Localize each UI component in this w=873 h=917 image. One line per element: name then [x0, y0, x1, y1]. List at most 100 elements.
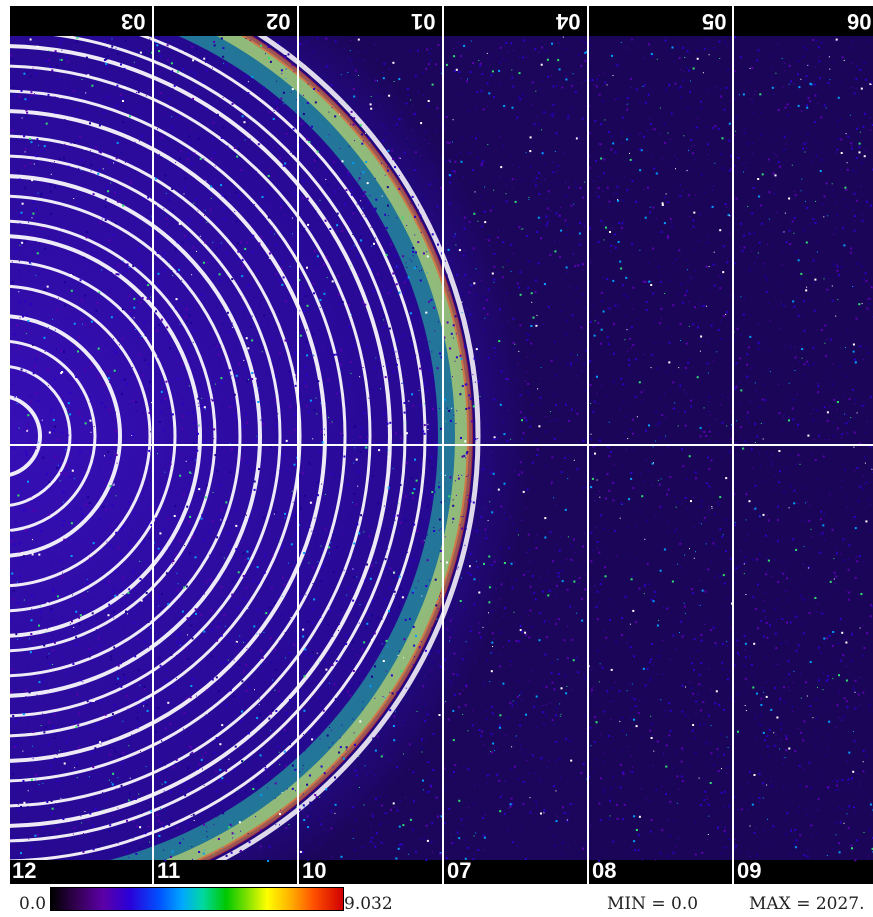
- noise-pixel: [716, 87, 718, 89]
- noise-pixel: [419, 338, 421, 340]
- noise-pixel: [400, 336, 402, 338]
- noise-pixel: [309, 399, 312, 402]
- noise-pixel: [490, 751, 492, 753]
- noise-pixel: [57, 595, 59, 598]
- noise-pixel: [313, 598, 316, 601]
- noise-pixel: [654, 320, 656, 322]
- noise-pixel: [426, 48, 429, 51]
- noise-pixel: [672, 407, 674, 409]
- noise-pixel: [818, 142, 820, 144]
- noise-pixel: [38, 681, 41, 684]
- noise-pixel: [98, 292, 100, 294]
- noise-pixel: [584, 307, 586, 308]
- noise-pixel: [483, 296, 486, 299]
- noise-pixel: [665, 193, 667, 195]
- noise-pixel: [827, 680, 829, 682]
- noise-pixel: [176, 317, 178, 318]
- noise-pixel: [170, 126, 173, 129]
- noise-pixel: [353, 235, 355, 237]
- noise-pixel: [752, 676, 754, 678]
- noise-pixel: [784, 212, 786, 214]
- noise-pixel: [577, 354, 578, 356]
- noise-pixel: [193, 728, 195, 729]
- noise-pixel: [33, 597, 35, 599]
- noise-pixel: [573, 580, 576, 583]
- noise-pixel: [271, 709, 274, 712]
- noise-pixel: [128, 267, 130, 268]
- noise-pixel: [574, 265, 577, 268]
- noise-pixel: [256, 633, 258, 635]
- noise-pixel: [819, 518, 822, 521]
- noise-pixel: [42, 556, 44, 558]
- noise-pixel: [87, 320, 88, 322]
- noise-pixel: [124, 202, 126, 204]
- noise-pixel: [805, 785, 808, 788]
- noise-pixel: [20, 805, 22, 808]
- noise-pixel: [254, 660, 255, 662]
- noise-pixel: [772, 306, 774, 308]
- noise-pixel: [206, 836, 208, 838]
- noise-pixel: [367, 136, 370, 139]
- noise-pixel: [848, 805, 851, 808]
- noise-pixel: [78, 336, 81, 339]
- noise-pixel: [581, 793, 582, 795]
- noise-pixel: [171, 210, 174, 213]
- noise-pixel: [762, 782, 765, 785]
- noise-pixel: [578, 652, 579, 654]
- noise-pixel: [56, 807, 58, 809]
- noise-pixel: [113, 610, 115, 613]
- noise-pixel: [439, 664, 441, 666]
- noise-pixel: [497, 488, 500, 491]
- noise-pixel: [542, 711, 545, 714]
- noise-pixel: [612, 75, 614, 76]
- noise-pixel: [186, 320, 189, 323]
- noise-pixel: [32, 201, 35, 204]
- noise-pixel: [121, 308, 124, 311]
- noise-pixel: [507, 320, 509, 322]
- noise-pixel: [374, 207, 377, 210]
- noise-pixel: [276, 80, 278, 82]
- noise-pixel: [836, 784, 838, 787]
- noise-pixel: [596, 375, 598, 376]
- noise-pixel: [680, 539, 682, 541]
- noise-pixel: [384, 558, 387, 561]
- noise-pixel: [581, 39, 583, 41]
- noise-pixel: [838, 692, 840, 694]
- noise-pixel: [95, 146, 98, 149]
- noise-pixel: [349, 694, 352, 697]
- noise-pixel: [192, 356, 194, 358]
- noise-pixel: [789, 690, 791, 692]
- noise-pixel: [851, 847, 853, 850]
- noise-pixel: [610, 668, 613, 671]
- noise-pixel: [668, 522, 670, 524]
- noise-pixel: [620, 610, 622, 612]
- noise-pixel: [119, 668, 121, 670]
- noise-pixel: [825, 754, 827, 756]
- noise-pixel: [72, 594, 74, 596]
- noise-pixel: [336, 392, 338, 394]
- noise-pixel: [566, 685, 568, 687]
- noise-pixel: [285, 68, 287, 70]
- noise-pixel: [144, 260, 146, 262]
- noise-pixel: [750, 367, 752, 369]
- noise-pixel: [664, 39, 667, 42]
- noise-pixel: [698, 777, 700, 779]
- noise-pixel: [559, 409, 561, 411]
- noise-pixel: [77, 724, 80, 727]
- noise-pixel: [193, 603, 195, 605]
- noise-pixel: [335, 85, 337, 87]
- noise-pixel: [156, 604, 158, 606]
- noise-pixel: [643, 389, 645, 391]
- noise-pixel: [176, 827, 179, 829]
- noise-pixel: [259, 845, 262, 848]
- noise-pixel: [431, 627, 433, 629]
- noise-pixel: [18, 550, 21, 553]
- noise-pixel: [79, 135, 82, 138]
- noise-pixel: [340, 74, 342, 76]
- noise-pixel: [664, 141, 667, 144]
- noise-pixel: [629, 623, 631, 625]
- noise-pixel: [303, 709, 306, 712]
- noise-pixel: [505, 517, 508, 520]
- noise-pixel: [312, 400, 314, 402]
- noise-pixel: [32, 745, 33, 747]
